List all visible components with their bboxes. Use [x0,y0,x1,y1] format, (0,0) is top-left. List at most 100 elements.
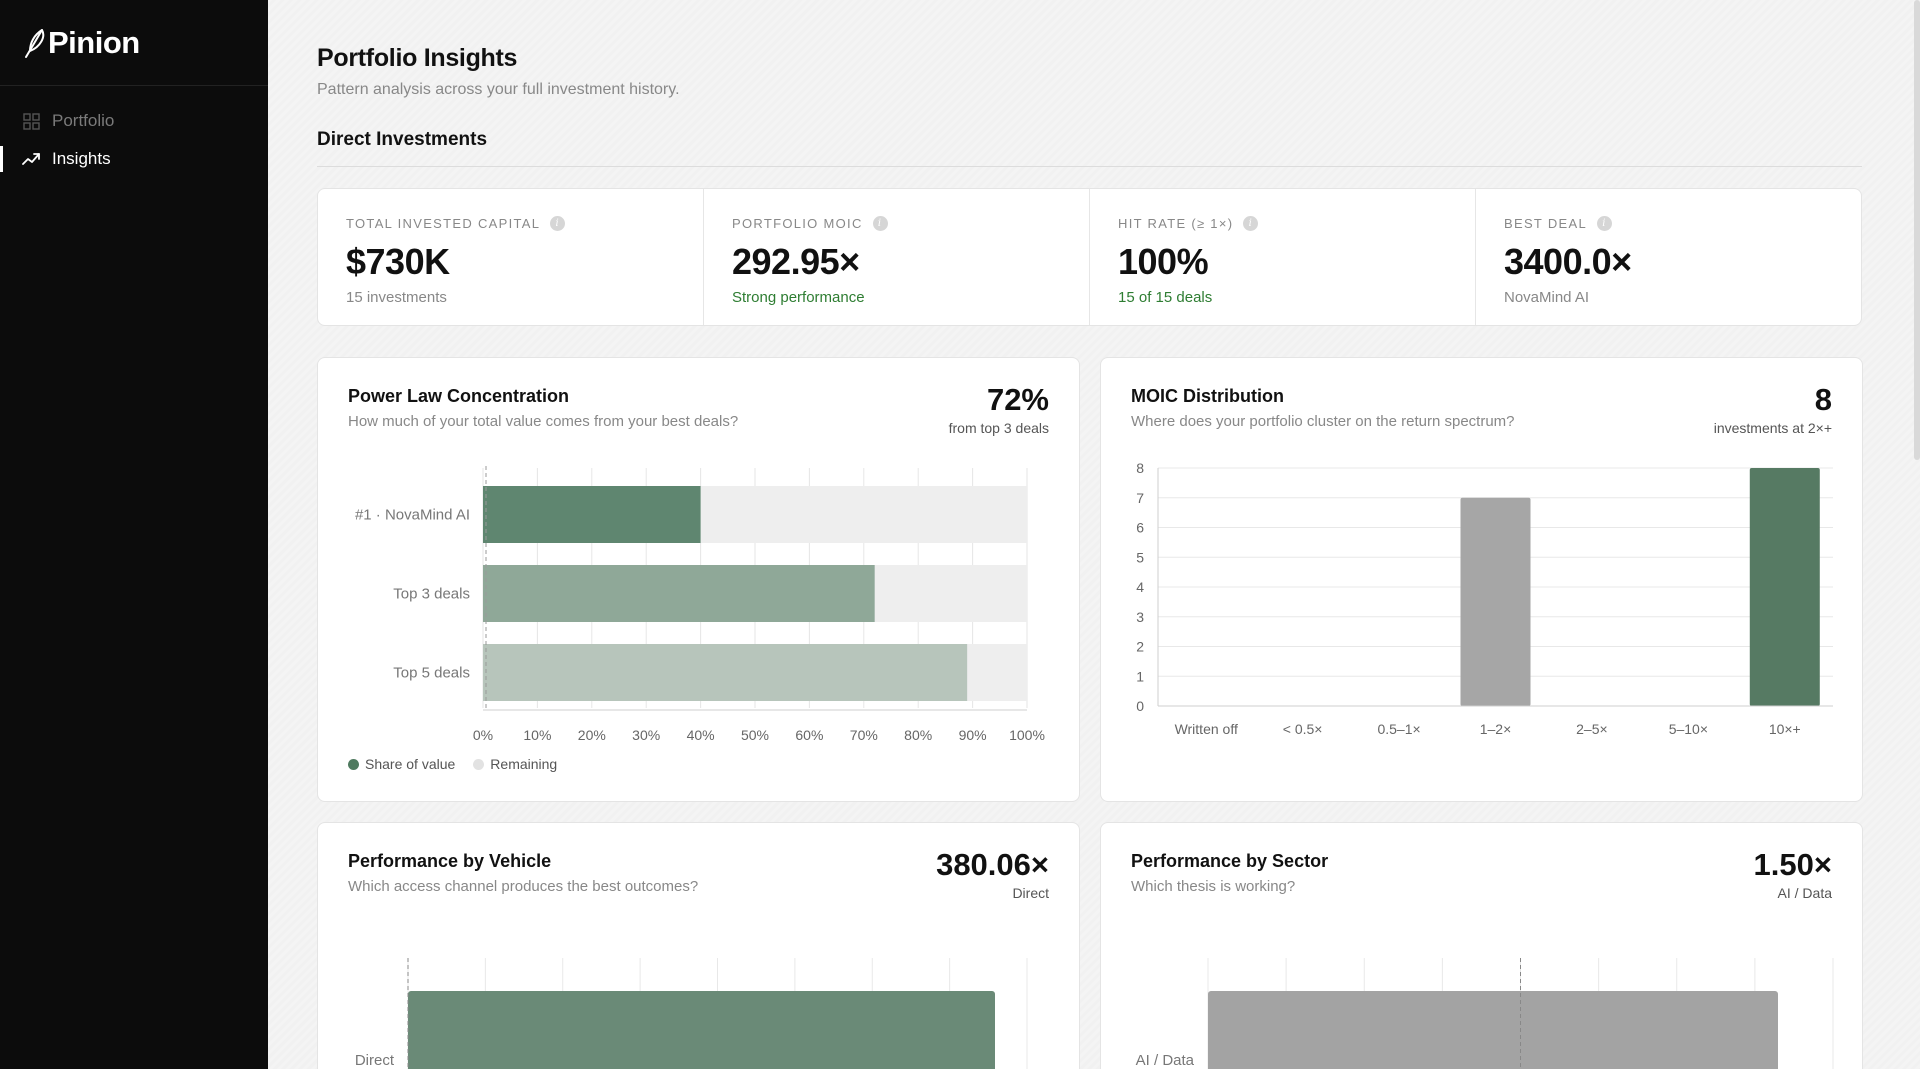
card-headline-caption: from top 3 deals [948,420,1049,436]
category-label: #1 · NovaMind AI [355,507,470,524]
sector-performance-card: Performance by Sector Which thesis is wo… [1100,822,1863,1069]
bar [408,991,995,1069]
sidebar-nav: Portfolio Insights [0,86,268,178]
kpi-sub: 15 investments [346,289,447,306]
y-tick-label: 6 [1136,520,1144,536]
sidebar-item-label: Insights [52,149,111,168]
x-tick-label: 100% [1009,727,1045,743]
card-headline-value: 8 [1814,382,1832,417]
sidebar-item-portfolio[interactable]: Portfolio [0,102,268,140]
x-tick-label: Written off [1175,721,1238,737]
x-tick-label: 80% [904,727,932,743]
legend-label: Share of value [365,756,456,772]
y-tick-label: 1 [1136,668,1144,684]
card-title: Performance by Sector [1131,851,1329,871]
kpi-best-deal: BEST DEAL i 3400.0× NovaMind AI [1476,189,1861,325]
kpi-value: $730K [346,241,450,282]
x-tick-label: < 0.5× [1283,721,1323,737]
card-subtitle: Where does your portfolio cluster on the… [1131,413,1515,430]
moic-distribution-card: MOIC Distribution Where does your portfo… [1100,357,1863,802]
section-title: Direct Investments [317,129,488,150]
kpi-sub: 15 of 15 deals [1118,289,1213,306]
kpi-sub: Strong performance [732,289,865,306]
legend-label: Remaining [490,756,558,772]
sector-chart: AI / Data [1136,958,1834,1069]
legend-swatch [348,758,359,770]
y-tick-label: 2 [1136,639,1144,655]
category-label: Top 3 deals [393,586,470,603]
x-tick-label: 30% [632,727,660,743]
sidebar-item-insights[interactable]: Insights [0,140,268,178]
bar-share [483,644,968,701]
chart-legend: Share of value Remaining [348,756,575,772]
x-tick-label: 1–2× [1480,721,1512,737]
y-tick-label: 5 [1136,549,1144,565]
card-subtitle: Which access channel produces the best o… [348,878,699,895]
x-tick-label: 40% [687,727,715,743]
bar [1460,497,1531,706]
x-tick-label: 10×+ [1769,721,1801,737]
kpi-label: PORTFOLIO MOIC [732,216,863,231]
legend-item[interactable]: Share of value [348,756,455,772]
info-icon[interactable]: i [1243,216,1259,231]
trending-up-icon [22,150,40,168]
card-subtitle: Which thesis is working? [1131,878,1296,895]
vehicle-performance-card: Performance by Vehicle Which access chan… [317,822,1080,1069]
kpi-label: HIT RATE (≥ 1×) [1118,216,1234,231]
info-icon[interactable]: i [872,216,888,231]
kpi-portfolio-moic: PORTFOLIO MOIC i 292.95× Strong performan… [704,189,1090,325]
vehicle-chart: Direct [355,958,1028,1069]
power-law-chart: 0% 10% 20% 30% 40% 50% 60% 70% 80% 90% 100% #1 · No… [355,466,1045,743]
card-title: Power Law Concentration [348,386,570,406]
page-title: Portfolio Insights [317,44,518,72]
y-tick-label: 0 [1136,698,1144,714]
card-headline-caption: Direct [1012,885,1049,901]
kpi-row: TOTAL INVESTED CAPITAL i $730K 15 investm… [317,188,1862,326]
bar-share [483,565,875,622]
category-label: Direct [355,1052,395,1069]
grid-icon [22,112,40,130]
kpi-hit-rate: HIT RATE (≥ 1×) i 100% 15 of 15 deals [1090,189,1476,325]
legend-swatch [473,758,485,770]
main-content: Portfolio Insights Pattern analysis acro… [268,0,1920,1069]
app-name: Pinion [48,24,140,60]
info-icon[interactable]: i [550,216,566,231]
y-tick-label: 8 [1136,460,1144,476]
x-tick-label: 10% [523,727,551,743]
x-tick-label: 60% [795,727,823,743]
bar [1208,991,1778,1069]
kpi-value: 3400.0× [1504,241,1632,282]
card-title: Performance by Vehicle [348,851,552,871]
kpi-sub: NovaMind AI [1504,289,1590,306]
bar [1749,468,1820,706]
card-subtitle: How much of your total value comes from … [348,413,739,430]
card-headline-value: 380.06× [936,847,1049,882]
bar-share [483,486,701,543]
x-tick-label: 0.5–1× [1377,721,1420,737]
card-headline-value: 72% [986,382,1049,417]
y-tick-label: 4 [1136,579,1144,595]
info-icon[interactable]: i [1597,216,1612,231]
category-label: AI / Data [1136,1052,1195,1069]
page-subtitle: Pattern analysis across your full invest… [317,81,680,98]
x-tick-label: 2–5× [1576,721,1608,737]
card-headline-caption: AI / Data [1777,885,1832,901]
x-tick-label: 70% [850,727,878,743]
sidebar: Pinion Portfolio Insights [0,0,268,1069]
card-title: MOIC Distribution [1131,386,1284,406]
x-tick-label: 20% [578,727,606,743]
kpi-label: BEST DEAL [1504,216,1587,231]
moic-distribution-chart: 0 1 2 3 4 5 6 7 8 Written off < 0.5× 0.5–1× 1–2× 2–5×… [1136,460,1833,737]
app-logo[interactable]: Pinion [0,0,268,86]
kpi-label: TOTAL INVESTED CAPITAL [346,216,541,231]
sidebar-item-label: Portfolio [52,111,115,130]
category-label: Top 5 deals [393,665,470,682]
x-tick-label: 0% [473,727,493,743]
y-tick-label: 3 [1136,609,1144,625]
scrollbar[interactable] [1914,0,1920,460]
card-headline-caption: investments at 2×+ [1713,420,1832,436]
kpi-total-invested: TOTAL INVESTED CAPITAL i $730K 15 investm… [318,189,704,325]
power-law-card: Power Law Concentration How much of your… [317,357,1080,802]
section-divider [317,166,1862,167]
legend-item[interactable]: Remaining [473,756,557,772]
